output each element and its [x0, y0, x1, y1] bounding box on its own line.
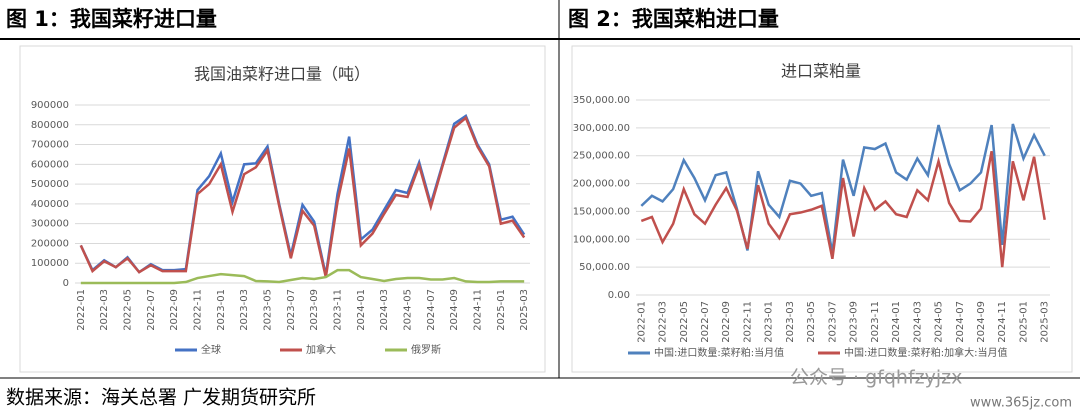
- x-tick-label: 2023-05: [263, 289, 274, 331]
- y-tick-label: 300,000.00: [573, 123, 630, 134]
- y-tick-label: 900000: [31, 100, 69, 111]
- x-tick-label: 2023-07: [286, 289, 297, 331]
- legend-label: 加拿大: [306, 343, 336, 356]
- x-tick-label: 2024-05: [403, 289, 414, 331]
- x-tick-label: 2022-01: [76, 289, 87, 331]
- x-tick-label: 2025-03: [519, 289, 530, 331]
- y-tick-label: 50,000.00: [579, 262, 630, 273]
- y-tick-label: 0: [63, 278, 69, 289]
- chart-title: 进口菜粕量: [781, 62, 861, 81]
- x-tick-label: 2025-01: [496, 289, 507, 331]
- x-tick-label: 2022-05: [123, 289, 134, 331]
- x-tick-label: 2024-03: [379, 289, 390, 331]
- x-tick-label: 2024-11: [473, 289, 484, 331]
- x-tick-label: 2024-11: [997, 301, 1008, 343]
- chart-frame: [571, 45, 1073, 373]
- x-tick-label: 2022-09: [169, 289, 180, 331]
- legend-label: 全球: [201, 343, 221, 356]
- x-tick-label: 2023-05: [806, 301, 817, 343]
- x-tick-label: 2023-07: [827, 301, 838, 343]
- figure-title: 图 2：我国菜粕进口量: [568, 7, 779, 31]
- series-line: [79, 115, 526, 278]
- x-tick-label: 2023-09: [849, 301, 860, 343]
- y-tick-label: 200000: [31, 238, 69, 249]
- watermark: 公众号 · gfqhfzyjzx: [790, 367, 962, 389]
- series-line: [79, 113, 526, 276]
- chart-frame: [19, 45, 546, 373]
- chart-title: 我国油菜籽进口量（吨）: [194, 65, 370, 84]
- y-tick-label: 100,000.00: [573, 234, 630, 245]
- x-tick-label: 2024-07: [426, 289, 437, 331]
- x-tick-label: 2023-03: [239, 289, 250, 331]
- x-tick-label: 2025-01: [1018, 301, 1029, 343]
- x-tick-label: 2023-01: [764, 301, 775, 343]
- x-tick-label: 2022-11: [742, 301, 753, 343]
- y-tick-label: 350,000.00: [573, 95, 630, 106]
- x-tick-label: 2022-01: [636, 301, 647, 343]
- x-tick-label: 2025-03: [1040, 301, 1051, 343]
- x-tick-label: 2023-11: [870, 301, 881, 343]
- y-tick-label: 700000: [31, 140, 69, 151]
- x-tick-label: 2022-11: [193, 289, 204, 331]
- x-tick-label: 2022-09: [721, 301, 732, 343]
- y-tick-label: 600000: [31, 159, 69, 170]
- x-tick-label: 2022-03: [658, 301, 669, 343]
- series-line: [640, 151, 1046, 268]
- x-tick-label: 2024-09: [976, 301, 987, 343]
- y-tick-label: 300000: [31, 219, 69, 230]
- y-tick-label: 250,000.00: [573, 151, 630, 162]
- source: 数据来源：海关总署 广发期货研究所: [6, 387, 316, 409]
- x-tick-label: 2024-03: [912, 301, 923, 343]
- x-tick-label: 2023-01: [216, 289, 227, 331]
- series-line: [80, 268, 525, 285]
- x-tick-label: 2023-09: [309, 289, 320, 331]
- y-tick-label: 100000: [31, 258, 69, 269]
- x-tick-label: 2023-03: [785, 301, 796, 343]
- y-tick-label: 0.00: [608, 290, 630, 301]
- watermark: www.365jz.com: [970, 396, 1072, 411]
- y-tick-label: 150,000.00: [573, 206, 630, 217]
- x-tick-label: 2022-03: [99, 289, 110, 331]
- legend-label: 中国:进口数量:菜籽粕:加拿大:当月值: [844, 346, 1007, 359]
- x-tick-label: 2024-09: [449, 289, 460, 331]
- y-tick-label: 500000: [31, 179, 69, 190]
- x-tick-label: 2022-07: [700, 301, 711, 343]
- x-tick-label: 2022-07: [146, 289, 157, 331]
- x-tick-label: 2024-01: [356, 289, 367, 331]
- y-tick-label: 800000: [31, 120, 69, 131]
- y-tick-label: 200,000.00: [573, 179, 630, 190]
- x-tick-label: 2022-05: [679, 301, 690, 343]
- x-tick-label: 2024-07: [955, 301, 966, 343]
- y-tick-label: 400000: [31, 199, 69, 210]
- legend-label: 俄罗斯: [411, 343, 441, 356]
- series-line: [640, 123, 1046, 254]
- figure-title: 图 1：我国菜籽进口量: [6, 7, 217, 31]
- x-tick-label: 2024-01: [891, 301, 902, 343]
- legend-label: 中国:进口数量:菜籽粕:当月值: [654, 346, 784, 359]
- x-tick-label: 2024-05: [934, 301, 945, 343]
- x-tick-label: 2023-11: [333, 289, 344, 331]
